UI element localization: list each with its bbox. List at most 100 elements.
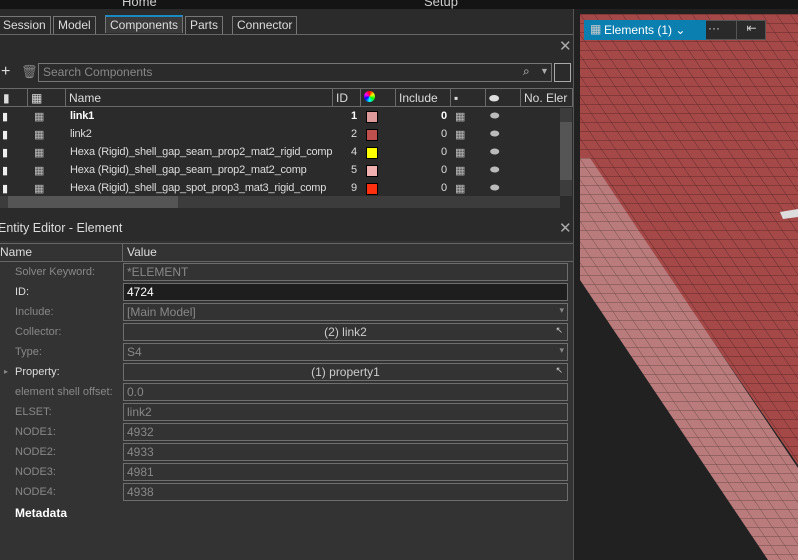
collapse-icon[interactable]: ⇤: [736, 21, 766, 39]
tab-model[interactable]: Model: [53, 16, 96, 34]
field-value[interactable]: link2: [123, 403, 568, 421]
search-input[interactable]: Search Components: [38, 63, 552, 82]
chevron-down-icon[interactable]: ▾: [559, 345, 564, 355]
col-name[interactable]: Name: [66, 88, 333, 107]
search-icon[interactable]: ⌕: [523, 64, 530, 78]
delete-icon[interactable]: 🗑: [21, 64, 38, 79]
property-icon[interactable]: ⬬: [490, 164, 500, 176]
col-property-icon[interactable]: ⬬: [486, 88, 521, 107]
field-value[interactable]: 4724: [123, 283, 568, 301]
field-label: NODE3:: [15, 466, 56, 478]
element-icon[interactable]: ▦: [34, 147, 45, 159]
visibility-icon[interactable]: ▮: [2, 111, 9, 123]
table-row[interactable]: ▮ ▦ Hexa (Rigid)_shell_gap_seam_prop2_ma…: [0, 144, 560, 162]
col-element-icon[interactable]: ▦: [28, 88, 66, 107]
color-swatch[interactable]: [366, 111, 378, 123]
row-include: 0: [441, 110, 448, 122]
horizontal-scrollbar[interactable]: [0, 196, 560, 208]
chevron-down-icon[interactable]: ▼: [540, 66, 549, 76]
table-row[interactable]: ▮ ▦ Hexa (Rigid)_shell_gap_seam_prop2_ma…: [0, 162, 560, 180]
col-num-elements[interactable]: No. Eler: [521, 88, 573, 107]
field-value-text: *ELEMENT: [127, 265, 189, 279]
field-value-text: link2: [127, 405, 152, 419]
visibility-icon[interactable]: ▮: [2, 183, 9, 195]
color-swatch[interactable]: [366, 129, 378, 141]
table-row[interactable]: ▮ ▦ link1 1 0 ▦ ⬬: [0, 108, 560, 126]
picker-icon[interactable]: ↖: [555, 325, 563, 335]
column-chooser-icon[interactable]: [554, 63, 571, 82]
row-name: Hexa (Rigid)_shell_gap_seam_prop2_mat2_c…: [70, 164, 307, 176]
cube-icon[interactable]: ▦: [455, 147, 466, 159]
ribbon: Home Setup: [0, 0, 798, 9]
field-value[interactable]: 4933: [123, 443, 568, 461]
vertical-scrollbar[interactable]: [560, 108, 572, 196]
element-icon[interactable]: ▦: [34, 165, 45, 177]
field-value-text: [Main Model]: [127, 305, 196, 319]
metadata-section[interactable]: Metadata: [15, 506, 68, 520]
property-icon[interactable]: ⬬: [490, 110, 500, 122]
ribbon-setup[interactable]: Setup: [424, 0, 458, 9]
col-id[interactable]: ID: [333, 88, 361, 107]
field-value[interactable]: 4981: [123, 463, 568, 481]
field-value[interactable]: 4938: [123, 483, 568, 501]
visibility-icon[interactable]: ▮: [2, 147, 9, 159]
cube-icon[interactable]: ▦: [455, 183, 466, 195]
field-value[interactable]: [Main Model] ▾: [123, 303, 568, 321]
field-value[interactable]: (1) property1 ↖: [123, 363, 568, 381]
tab-parts[interactable]: Parts: [185, 16, 224, 34]
field-label: Property:: [15, 366, 60, 378]
field-value-text: 4981: [127, 465, 154, 479]
row-id: 4: [351, 146, 358, 158]
row-name: link1: [70, 110, 95, 122]
col-visibility-icon[interactable]: ▮: [0, 88, 28, 107]
add-icon[interactable]: +: [1, 63, 11, 80]
cube-icon[interactable]: ▦: [455, 111, 466, 123]
col-include[interactable]: Include: [396, 88, 451, 107]
field-value[interactable]: 0.0: [123, 383, 568, 401]
field-value[interactable]: 4932: [123, 423, 568, 441]
field-label: ID:: [15, 286, 30, 298]
expand-icon[interactable]: ▸: [4, 367, 9, 376]
table-row[interactable]: ▮ ▦ link2 2 0 ▦ ⬬: [0, 126, 560, 144]
field-value[interactable]: (2) link2 ↖: [123, 323, 568, 341]
cube-icon[interactable]: ▦: [455, 165, 466, 177]
ribbon-home[interactable]: Home: [122, 0, 157, 9]
field-value-text: 4938: [127, 485, 154, 499]
property-icon[interactable]: ⬬: [490, 146, 500, 158]
field-label: ELSET:: [15, 406, 52, 418]
color-swatch[interactable]: [366, 165, 378, 177]
color-swatch[interactable]: [366, 183, 378, 195]
element-icon[interactable]: ▦: [34, 183, 45, 195]
property-icon[interactable]: ⬬: [490, 182, 500, 194]
element-icon[interactable]: ▦: [34, 129, 45, 141]
field-label: NODE1:: [15, 426, 56, 438]
editor-col-value: Value: [122, 243, 161, 262]
graphics-viewport[interactable]: [580, 14, 798, 560]
cube-icon[interactable]: ▦: [455, 129, 466, 141]
field-value-text: (2) link2: [324, 325, 367, 339]
field-label: NODE2:: [15, 446, 56, 458]
tab-connector[interactable]: Connector: [232, 16, 298, 34]
field-label: element shell offset:: [15, 386, 113, 398]
field-value[interactable]: *ELEMENT: [123, 263, 568, 281]
tab-session[interactable]: Session: [0, 16, 51, 34]
property-icon[interactable]: ⬬: [490, 128, 500, 140]
close-icon[interactable]: ✕: [559, 38, 572, 55]
visibility-icon[interactable]: ▮: [2, 129, 9, 141]
table-row[interactable]: ▮ ▦ Hexa (Rigid)_shell_gap_spot_prop3_ma…: [0, 180, 560, 198]
chevron-down-icon[interactable]: ▾: [559, 305, 564, 315]
col-color-icon[interactable]: [361, 88, 396, 107]
close-icon[interactable]: ✕: [559, 220, 572, 237]
row-id: 9: [351, 182, 358, 194]
color-swatch[interactable]: [366, 147, 378, 159]
field-value[interactable]: S4 ▾: [123, 343, 568, 361]
element-icon[interactable]: ▦: [34, 111, 45, 123]
col-cube-icon[interactable]: ▪: [451, 88, 486, 107]
row-id: 5: [351, 164, 358, 176]
more-icon[interactable]: ···: [708, 21, 720, 35]
picker-icon[interactable]: ↖: [555, 365, 563, 375]
visibility-icon[interactable]: ▮: [2, 165, 9, 177]
field-value-text: S4: [127, 345, 142, 359]
tab-components[interactable]: Components: [105, 15, 184, 33]
entity-selector[interactable]: ▦ Elements (1) ⌄: [584, 20, 706, 40]
